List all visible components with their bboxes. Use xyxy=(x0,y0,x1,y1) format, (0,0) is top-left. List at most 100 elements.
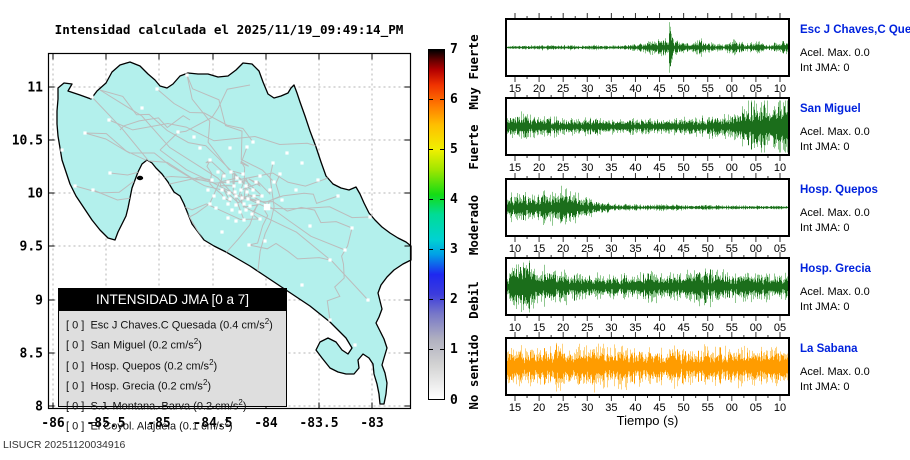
colorbar-tick xyxy=(429,148,433,150)
time-tick-label: 45 xyxy=(677,322,690,334)
station-dot xyxy=(250,212,254,216)
station-dot xyxy=(251,140,255,144)
station-acel-max: Acel. Max. 0.0 xyxy=(800,126,870,138)
station-dot xyxy=(251,188,255,192)
station-dot xyxy=(228,197,232,201)
station-dot xyxy=(254,180,258,184)
time-tick-label: 15 xyxy=(532,322,546,334)
time-tick-label: 50 xyxy=(677,162,690,174)
time-tick-label: 05 xyxy=(773,243,787,255)
station-dot xyxy=(226,202,230,206)
colorbar-tick xyxy=(440,98,444,100)
station-dot xyxy=(226,216,230,220)
station-dot xyxy=(308,224,312,228)
road-line xyxy=(248,173,281,246)
station-dot xyxy=(241,172,245,176)
time-tick-label: 20 xyxy=(532,402,546,414)
station-dot xyxy=(300,161,304,165)
road-line xyxy=(119,115,191,131)
time-tick-label: 40 xyxy=(653,243,666,255)
intensity-legend-rows: [ 0 ] Esc J Chaves.C Quesada (0.4 cm/s2)… xyxy=(59,311,286,436)
gulf-island-marker xyxy=(136,175,144,181)
time-tick-label: 00 xyxy=(749,322,763,334)
station-dot xyxy=(90,95,94,99)
trace-dark xyxy=(506,102,789,150)
station-dot xyxy=(263,239,267,243)
colorbar-tick-label: 4 xyxy=(450,191,458,207)
station-acel-max: Acel. Max. 0.0 xyxy=(800,47,870,59)
station-dot xyxy=(222,174,226,178)
station-int-jma: Int JMA: 0 xyxy=(800,222,850,234)
road-line xyxy=(241,197,353,229)
station-dot xyxy=(258,174,262,178)
time-tick-label: 55 xyxy=(701,83,714,95)
station-dot xyxy=(123,247,127,251)
station-dot xyxy=(300,283,304,287)
station-dot xyxy=(210,178,214,182)
time-tick-label: 05 xyxy=(749,402,763,414)
station-dot xyxy=(233,190,237,194)
colorbar-tick xyxy=(429,299,433,301)
colorbar-tick xyxy=(429,249,433,251)
time-tick-label: 15 xyxy=(532,243,546,255)
station-dot xyxy=(234,219,238,223)
colorbar-tick xyxy=(440,299,444,301)
time-tick-label: 05 xyxy=(773,322,787,334)
station-dot xyxy=(240,196,244,200)
map-x-tick-label: -84.5 xyxy=(193,416,232,431)
seismogram-1 xyxy=(505,13,790,82)
time-tick-label: 50 xyxy=(677,83,690,95)
station-dot xyxy=(91,188,95,192)
station-dot xyxy=(272,180,276,184)
time-tick-label: 25 xyxy=(557,162,570,174)
station-dot xyxy=(220,230,224,234)
seismogram-frame xyxy=(505,257,790,316)
time-tick-label: 25 xyxy=(581,322,594,334)
colorbar-tick xyxy=(440,249,444,251)
station-dot xyxy=(285,151,289,155)
time-tick-label: 25 xyxy=(581,243,594,255)
station-dot xyxy=(235,176,239,180)
road-line xyxy=(238,189,261,220)
map-x-tick-label: -85 xyxy=(147,416,170,431)
map-y-tick-label: 10.5 xyxy=(12,134,43,149)
time-tick-label: 35 xyxy=(605,162,618,174)
seismogram-5 xyxy=(505,332,790,401)
time-tick-label: 40 xyxy=(629,162,642,174)
map-x-tick-label: -86 xyxy=(41,416,65,431)
station-name: La Sabana xyxy=(800,343,858,355)
colorbar-tick-label: 6 xyxy=(450,91,458,107)
colorbar-tick xyxy=(440,148,444,150)
station-int-jma: Int JMA: 0 xyxy=(800,301,850,313)
map-y-tick-label: 9 xyxy=(35,294,43,309)
time-tick-label: 15 xyxy=(508,402,522,414)
legend-item: [ 0 ] El Coyol. Alajuela (0.1 cm/s2) xyxy=(66,418,233,433)
legend-item: [ 0 ] S.J. Montana. Barva (0.2 cm/s2) xyxy=(66,398,247,413)
map-y-tick-label: 8 xyxy=(35,400,43,415)
time-tick-label: 20 xyxy=(557,243,570,255)
station-dot xyxy=(234,203,238,207)
colorbar-tick xyxy=(440,198,444,200)
time-tick-label: 55 xyxy=(701,162,714,174)
station-dot xyxy=(212,194,216,198)
station-dot xyxy=(226,180,230,184)
station-dot xyxy=(208,202,212,206)
seismogram-frame xyxy=(505,337,790,396)
time-tick-label: 20 xyxy=(557,322,570,334)
station-dot xyxy=(73,184,77,188)
station-name: Hosp. Quepos xyxy=(800,184,878,196)
time-tick-label: 00 xyxy=(725,83,738,95)
station-dot xyxy=(208,158,212,162)
time-tick-label: 55 xyxy=(701,402,714,414)
time-tick-label: 50 xyxy=(701,243,714,255)
time-tick-label: 45 xyxy=(653,402,666,414)
station-int-jma: Int JMA: 0 xyxy=(800,381,850,393)
seismogram-x-ticks: 15 20 25 30 35 40 45 50 55 00 05 10 xyxy=(505,162,790,174)
station-dot xyxy=(328,258,332,262)
road-line xyxy=(241,192,339,205)
legend-item: [ 0 ] Hosp. Quepos (0.2 cm/s2) xyxy=(66,357,218,373)
station-dot xyxy=(229,170,233,174)
road-line xyxy=(248,242,331,261)
station-dot xyxy=(271,161,275,165)
